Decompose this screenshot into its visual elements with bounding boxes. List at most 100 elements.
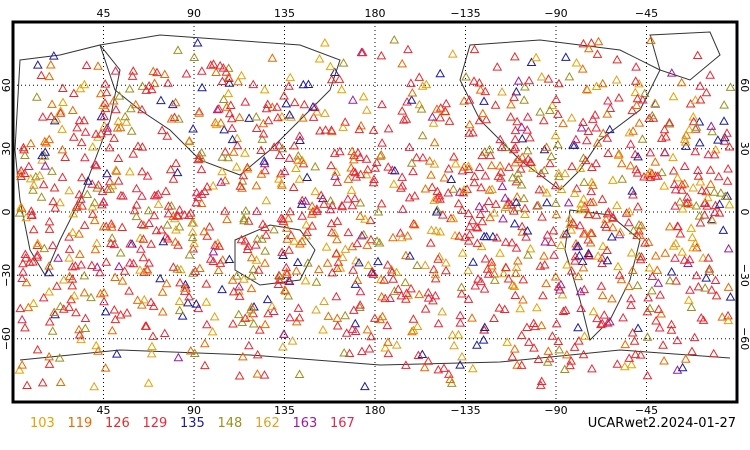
triangle-marker <box>425 238 436 247</box>
triangle-marker <box>37 155 47 164</box>
triangle-marker <box>543 346 554 355</box>
triangle-marker <box>113 176 124 185</box>
triangle-marker <box>373 256 383 266</box>
triangle-marker <box>259 156 270 165</box>
triangle-marker <box>227 123 237 132</box>
left-tick-minus60: −60 <box>0 327 13 350</box>
triangle-marker <box>660 147 670 157</box>
triangle-marker <box>319 199 329 208</box>
triangle-marker <box>677 185 687 194</box>
triangle-marker <box>583 43 594 53</box>
triangle-marker <box>161 186 171 195</box>
triangle-marker <box>709 207 720 216</box>
triangle-marker <box>240 148 250 157</box>
triangle-marker <box>444 116 455 125</box>
triangle-marker <box>463 265 474 275</box>
triangle-marker <box>273 279 284 288</box>
triangle-marker <box>248 264 259 273</box>
triangle-marker <box>380 293 391 303</box>
triangle-marker <box>401 250 411 260</box>
triangle-marker <box>659 124 670 134</box>
triangle-marker <box>661 131 671 141</box>
triangle-marker <box>202 231 213 240</box>
triangle-marker <box>650 251 661 260</box>
triangle-marker <box>223 63 234 72</box>
triangle-marker <box>469 44 480 54</box>
triangle-marker <box>486 160 497 170</box>
triangle-marker <box>596 281 607 290</box>
triangle-marker <box>457 205 468 214</box>
triangle-marker <box>670 238 681 248</box>
triangle-marker <box>239 215 249 225</box>
triangle-marker <box>547 100 558 110</box>
triangle-marker <box>348 166 359 176</box>
triangle-marker <box>80 127 91 136</box>
triangle-marker <box>453 198 464 208</box>
triangle-marker <box>484 185 495 194</box>
triangle-marker <box>406 78 416 87</box>
triangle-marker <box>165 164 176 174</box>
triangle-marker <box>606 231 617 241</box>
triangle-marker <box>480 86 491 96</box>
triangle-marker <box>98 221 109 231</box>
triangle-marker <box>429 137 440 147</box>
triangle-marker <box>86 292 96 302</box>
triangle-marker <box>575 163 586 172</box>
triangle-marker <box>189 238 199 248</box>
triangle-marker <box>140 321 151 330</box>
triangle-marker <box>408 219 419 228</box>
triangle-marker <box>627 186 638 195</box>
triangle-marker <box>455 310 466 320</box>
triangle-marker <box>215 117 226 127</box>
triangle-marker <box>18 258 28 268</box>
triangle-marker <box>689 332 700 342</box>
triangle-marker <box>531 52 541 62</box>
triangle-marker <box>623 217 634 227</box>
triangle-marker <box>142 266 153 275</box>
triangle-marker <box>621 208 632 217</box>
triangle-marker <box>505 112 516 121</box>
triangle-marker <box>492 232 502 242</box>
triangle-marker <box>48 51 59 60</box>
triangle-marker <box>598 241 608 250</box>
triangle-marker <box>542 357 553 366</box>
triangle-marker <box>414 289 425 299</box>
triangle-marker <box>471 222 482 231</box>
triangle-marker <box>456 289 467 298</box>
triangle-marker <box>331 249 342 258</box>
triangle-marker <box>191 299 202 308</box>
triangle-marker <box>237 176 248 185</box>
triangle-marker <box>666 325 677 334</box>
triangle-marker <box>504 162 514 171</box>
triangle-marker <box>635 350 646 359</box>
triangle-marker <box>76 334 86 344</box>
triangle-marker <box>551 318 562 328</box>
triangle-marker <box>16 165 27 175</box>
triangle-marker <box>44 71 55 81</box>
triangle-marker <box>15 303 26 313</box>
triangle-marker <box>651 315 661 325</box>
triangle-marker <box>653 304 664 313</box>
triangle-marker <box>20 253 31 262</box>
triangle-marker <box>168 174 179 183</box>
legend-item-163: 163 <box>292 416 318 431</box>
triangle-marker <box>208 59 219 68</box>
triangle-marker <box>412 260 423 270</box>
triangle-marker <box>276 213 287 222</box>
triangle-marker <box>27 210 37 219</box>
triangle-marker <box>688 242 698 252</box>
triangle-marker <box>614 148 624 158</box>
triangle-marker <box>566 266 577 275</box>
triangle-marker <box>464 119 475 129</box>
triangle-marker <box>303 79 314 89</box>
triangle-marker <box>38 292 49 302</box>
triangle-marker <box>44 261 54 270</box>
triangle-marker <box>546 151 557 161</box>
triangle-marker <box>240 97 251 106</box>
triangle-marker <box>369 174 379 184</box>
triangle-marker <box>596 319 606 329</box>
triangle-marker <box>226 113 237 123</box>
triangle-marker <box>624 206 635 216</box>
triangle-marker <box>579 177 589 186</box>
triangle-marker <box>600 219 610 228</box>
